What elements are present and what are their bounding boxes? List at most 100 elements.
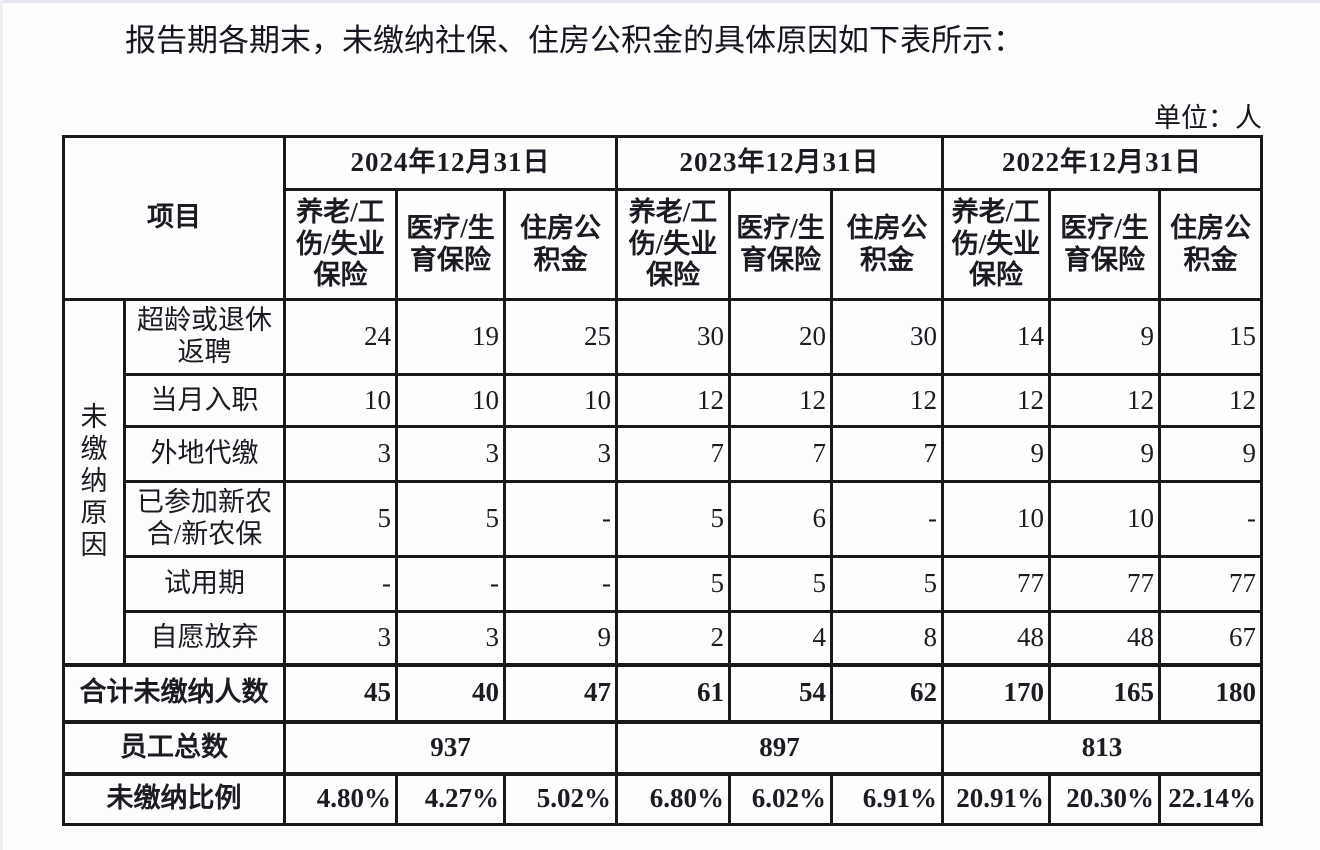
total-value-cell: 61 xyxy=(615,662,732,723)
row-label-cell: 试用期 xyxy=(123,555,286,613)
value-cell: 3 xyxy=(283,610,398,666)
ratio-value-cell: 6.91% xyxy=(830,771,945,826)
value-cell: 12 xyxy=(1158,373,1264,428)
value-cell: 12 xyxy=(615,373,732,428)
value-cell: 12 xyxy=(1048,373,1162,428)
value-cell: 9 xyxy=(1158,425,1264,483)
row-label-cell: 当月入职 xyxy=(123,373,286,428)
value-cell: 9 xyxy=(502,610,619,666)
employees-row: 员工总数 937 897 813 xyxy=(62,719,1264,775)
value-cell: - xyxy=(502,480,619,558)
group-header-2024: 2024年12月31日 xyxy=(282,135,619,191)
subheader-cell: 住房公积金 xyxy=(830,188,945,301)
employees-total-cell: 897 xyxy=(615,719,945,775)
value-cell: 9 xyxy=(941,425,1052,483)
value-cell: 5 xyxy=(728,555,834,613)
ratio-row-label: 未缴纳比例 xyxy=(62,771,286,826)
value-cell: 3 xyxy=(502,425,619,483)
employees-total-cell: 813 xyxy=(941,719,1264,775)
value-cell: 7 xyxy=(830,425,945,483)
total-value-cell: 62 xyxy=(830,662,945,723)
row-label-cell: 自愿放弃 xyxy=(123,610,286,666)
value-cell: - xyxy=(502,555,619,613)
table-row: 外地代缴 3 3 3 7 7 7 9 9 9 xyxy=(64,425,1264,483)
group-header-2022: 2022年12月31日 xyxy=(941,135,1264,191)
ratio-value-cell: 6.80% xyxy=(615,771,732,826)
table-row: 当月入职 10 10 10 12 12 12 12 12 12 xyxy=(64,373,1264,428)
header-row-dates: 项目 2024年12月31日 2023年12月31日 2022年12月31日 xyxy=(62,135,1264,301)
subheader-cell: 医疗/生育保险 xyxy=(728,188,834,301)
page-edge-top xyxy=(0,0,1320,3)
table-row: 已参加新农合/新农保 5 5 - 5 6 - 10 10 - xyxy=(64,480,1264,558)
value-cell: 9 xyxy=(1048,298,1162,376)
total-value-cell: 45 xyxy=(283,662,398,723)
value-cell: 12 xyxy=(941,373,1052,428)
value-cell: 10 xyxy=(283,373,398,428)
value-cell: 25 xyxy=(502,298,619,376)
social-security-reasons-table: 项目 2024年12月31日 2023年12月31日 2022年12月31日 养… xyxy=(62,135,1264,826)
value-cell: 48 xyxy=(1048,610,1162,666)
group-header-2023: 2023年12月31日 xyxy=(615,135,945,191)
value-cell: - xyxy=(1158,480,1264,558)
value-cell: 5 xyxy=(283,480,398,558)
value-cell: 5 xyxy=(395,480,506,558)
subheader-cell: 住房公积金 xyxy=(502,188,619,301)
row-label-cell: 外地代缴 xyxy=(123,425,286,483)
header-row-categories: 养老/工伤/失业保险 医疗/生育保险 住房公积金 养老/工伤/失业保险 医疗/生… xyxy=(64,188,1264,301)
subheader-cell: 养老/工伤/失业保险 xyxy=(283,188,398,301)
ratio-value-cell: 4.80% xyxy=(283,771,398,826)
corner-header-cell: 项目 xyxy=(62,135,286,301)
value-cell: 10 xyxy=(502,373,619,428)
intro-paragraph: 报告期各期末，未缴纳社保、住房公积金的具体原因如下表所示： xyxy=(125,23,1024,58)
value-cell: 6 xyxy=(728,480,834,558)
employees-total-cell: 937 xyxy=(282,719,619,775)
value-cell: 14 xyxy=(941,298,1052,376)
subheader-cell: 养老/工伤/失业保险 xyxy=(941,188,1052,301)
total-row-label: 合计未缴纳人数 xyxy=(62,662,286,723)
ratio-row: 未缴纳比例 4.80% 4.27% 5.02% 6.80% 6.02% 6.91… xyxy=(62,771,1264,826)
value-cell: 10 xyxy=(941,480,1052,558)
value-cell: 10 xyxy=(395,373,506,428)
unit-label: 单位：人 xyxy=(1154,103,1262,133)
value-cell: - xyxy=(283,555,398,613)
page-edge-left xyxy=(0,0,3,850)
value-cell: 9 xyxy=(1048,425,1162,483)
total-value-cell: 40 xyxy=(395,662,506,723)
value-cell: 12 xyxy=(728,373,834,428)
ratio-value-cell: 5.02% xyxy=(502,771,619,826)
total-value-cell: 165 xyxy=(1048,662,1162,723)
subheader-cell: 医疗/生育保险 xyxy=(1048,188,1162,301)
value-cell: 2 xyxy=(615,610,732,666)
ratio-value-cell: 4.27% xyxy=(395,771,506,826)
value-cell: 77 xyxy=(941,555,1052,613)
total-row: 合计未缴纳人数 45 40 47 61 54 62 170 165 180 xyxy=(62,662,1264,723)
table-row: 自愿放弃 3 3 9 2 4 8 48 48 67 xyxy=(64,610,1264,666)
subheader-cell: 住房公积金 xyxy=(1158,188,1264,301)
value-cell: 5 xyxy=(615,480,732,558)
value-cell: - xyxy=(830,480,945,558)
value-cell: 3 xyxy=(395,425,506,483)
subheader-cell: 医疗/生育保险 xyxy=(395,188,506,301)
value-cell: 48 xyxy=(941,610,1052,666)
table-row: 试用期 - - - 5 5 5 77 77 77 xyxy=(64,555,1264,613)
table-row: 未缴纳原因 超龄或退休返聘 24 19 25 30 20 30 14 9 15 xyxy=(62,298,1264,666)
value-cell: 10 xyxy=(1048,480,1162,558)
subheader-cell: 养老/工伤/失业保险 xyxy=(615,188,732,301)
row-label-cell: 已参加新农合/新农保 xyxy=(123,480,286,558)
value-cell: 24 xyxy=(283,298,398,376)
value-cell: 19 xyxy=(395,298,506,376)
row-group-label-cell: 未缴纳原因 xyxy=(62,298,126,666)
value-cell: 77 xyxy=(1158,555,1264,613)
value-cell: 12 xyxy=(830,373,945,428)
ratio-value-cell: 22.14% xyxy=(1158,771,1264,826)
total-value-cell: 47 xyxy=(502,662,619,723)
value-cell: 3 xyxy=(283,425,398,483)
value-cell: 5 xyxy=(615,555,732,613)
value-cell: 30 xyxy=(615,298,732,376)
employees-row-label: 员工总数 xyxy=(62,719,286,775)
total-value-cell: 170 xyxy=(941,662,1052,723)
value-cell: - xyxy=(395,555,506,613)
value-cell: 30 xyxy=(830,298,945,376)
value-cell: 77 xyxy=(1048,555,1162,613)
value-cell: 20 xyxy=(728,298,834,376)
